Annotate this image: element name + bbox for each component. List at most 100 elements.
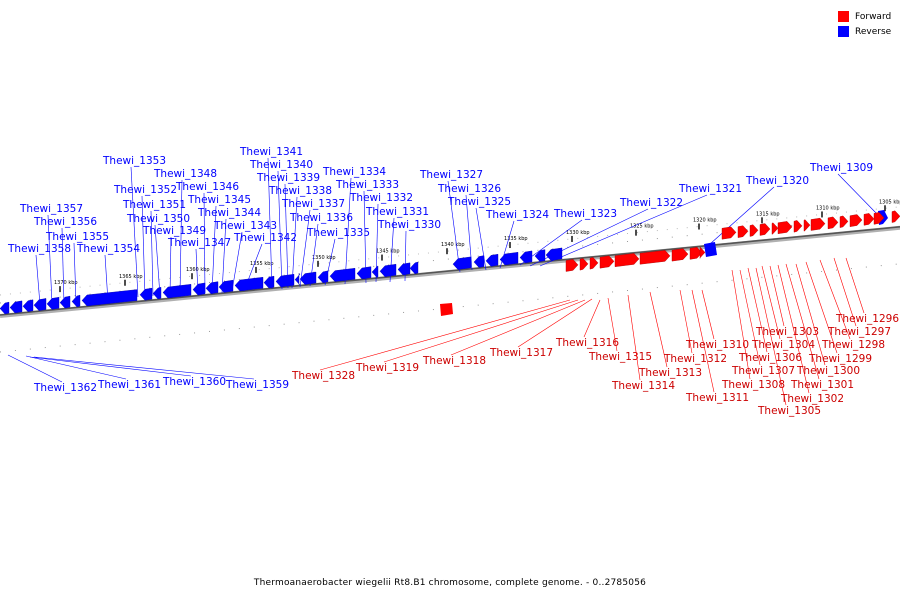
reverse-gene-label: Thewi_1338 (268, 185, 332, 197)
reverse-leader-line (299, 209, 311, 288)
forward-leader-line (777, 264, 810, 394)
reverse-leader-line (284, 183, 289, 289)
reverse-gene-arrow (397, 262, 411, 276)
forward-gene-arrow (827, 216, 839, 230)
forward-leader-line (607, 297, 618, 352)
forward-gene-arrow (671, 248, 689, 262)
legend-forward-label: Forward (855, 11, 892, 22)
reverse-gene-arrow (162, 284, 192, 299)
forward-gene-label: Thewi_1300 (796, 365, 860, 377)
forward-gene-label: Thewi_1298 (821, 339, 885, 351)
forward-gene-arrow (599, 255, 615, 269)
forward-gene-label: Thewi_1317 (489, 347, 553, 359)
forward-leader-line (701, 289, 715, 340)
reverse-gene-label: Thewi_1359 (225, 379, 289, 391)
forward-leader-line (795, 263, 826, 366)
reverse-leader-line (291, 196, 298, 289)
reverse-gene-arrow (59, 295, 71, 309)
reverse-leader-line (243, 243, 263, 292)
forward-gene-label: Thewi_1314 (611, 380, 675, 392)
reverse-gene-label: Thewi_1333 (335, 179, 399, 191)
forward-leader-line (691, 289, 715, 393)
reverse-leader-line (33, 356, 255, 380)
reverse-leader-line (499, 220, 515, 269)
forward-leader-line (739, 269, 761, 366)
scale-tick-label: 1335 kbp (504, 236, 528, 242)
forward-gene-label: Thewi_1296 (835, 313, 899, 325)
forward-gene-arrow (579, 258, 589, 271)
forward-leader-line (319, 299, 571, 371)
forward-gene-arrow (873, 212, 885, 225)
reverse-leader-line (447, 180, 461, 273)
forward-gene-arrow (749, 224, 759, 237)
reverse-leader-line (35, 254, 41, 306)
forward-gene-arrow (759, 223, 771, 236)
forward-gene-arrow (614, 253, 640, 267)
forward-leader-line (755, 267, 787, 406)
forward-gene-label: Thewi_1308 (721, 379, 785, 391)
reverse-gene-arrow (452, 256, 472, 270)
forward-leader-line (450, 299, 586, 356)
reverse-gene-label: Thewi_1357 (19, 203, 83, 215)
scale-tick-label: 1340 kbp (441, 242, 465, 248)
reverse-gene-label: Thewi_1322 (619, 197, 683, 209)
reverse-gene-label: Thewi_1334 (322, 166, 386, 178)
reverse-leader-line (539, 194, 708, 267)
forward-gene-label: Thewi_1302 (780, 393, 844, 405)
reverse-gene-label: Thewi_1340 (249, 159, 313, 171)
reverse-gene-arrow (22, 299, 34, 312)
forward-gene-label: Thewi_1305 (757, 405, 821, 417)
forward-gene-label: Thewi_1311 (685, 392, 749, 404)
scale-tick-label: 1370 kbp (54, 280, 78, 286)
forward-swatch (838, 11, 849, 22)
forward-leader-line (583, 299, 601, 338)
forward-leader-line (731, 269, 751, 380)
reverse-gene-label: Thewi_1351 (122, 199, 186, 211)
scale-tick-label: 1310 kbp (816, 205, 840, 211)
scale-tick-label: 1305 kbp (879, 199, 900, 205)
reverse-gene-arrow (356, 266, 372, 280)
reverse-leader-line (154, 224, 161, 297)
reverse-leader-line (519, 219, 583, 266)
reverse-leader-line (141, 195, 146, 298)
scale-tick-label: 1365 kbp (119, 274, 143, 280)
reverse-leader-line (404, 230, 407, 282)
scale-tick-label: 1350 kbp (312, 255, 336, 261)
scale-tick-label: 1360 kbp (186, 267, 210, 273)
upper-track-dots (0, 206, 900, 296)
forward-leader-line (769, 265, 785, 327)
forward-gene-arrow (699, 246, 706, 259)
reverse-leader-line (709, 186, 775, 245)
reverse-leader-line (344, 177, 352, 285)
forward-gene-arrow (721, 226, 737, 240)
scale-ticks: 1370 kbp 1365 kbp 1360 kbp 1355 kbp 1350 kbp… (54, 199, 900, 293)
reverse-gene-arrow (409, 261, 419, 275)
reverse-leader-line (179, 179, 183, 296)
backbone-shadow (0, 225, 900, 318)
forward-gene-arrow (849, 214, 863, 227)
forward-leader-line (833, 257, 857, 327)
reverse-gene-label: Thewi_1331 (365, 206, 429, 218)
forward-leader-line (845, 257, 865, 314)
legend: Forward Reverse (838, 9, 891, 39)
reverse-gene-arrow (534, 249, 546, 262)
reverse-gene-label: Thewi_1355 (45, 231, 109, 243)
forward-gene-arrow (793, 220, 803, 233)
reverse-gene-label: Thewi_1327 (419, 169, 483, 181)
reverse-leader-line (465, 194, 473, 271)
reverse-gene-label: Thewi_1337 (281, 198, 345, 210)
reverse-gene-label: Thewi_1346 (175, 181, 239, 193)
reverse-gene-label: Thewi_1361 (97, 379, 161, 391)
forward-genes: Thewi_1328Thewi_1319Thewi_1318Thewi_1317… (291, 210, 900, 417)
forward-leader-line (627, 294, 641, 381)
reverse-gene-arrow (379, 263, 397, 277)
reverse-gene-label: Thewi_1330 (377, 219, 441, 231)
reverse-leader-line (529, 208, 649, 267)
reverse-gene-arrow (294, 273, 301, 286)
reverse-gene-label: Thewi_1360 (162, 376, 226, 388)
forward-gene-label: Thewi_1328 (291, 370, 355, 382)
scale-tick-label: 1325 kbp (630, 224, 654, 230)
forward-gene-label: Thewi_1299 (808, 353, 872, 365)
reverse-gene-arrow (81, 289, 138, 307)
